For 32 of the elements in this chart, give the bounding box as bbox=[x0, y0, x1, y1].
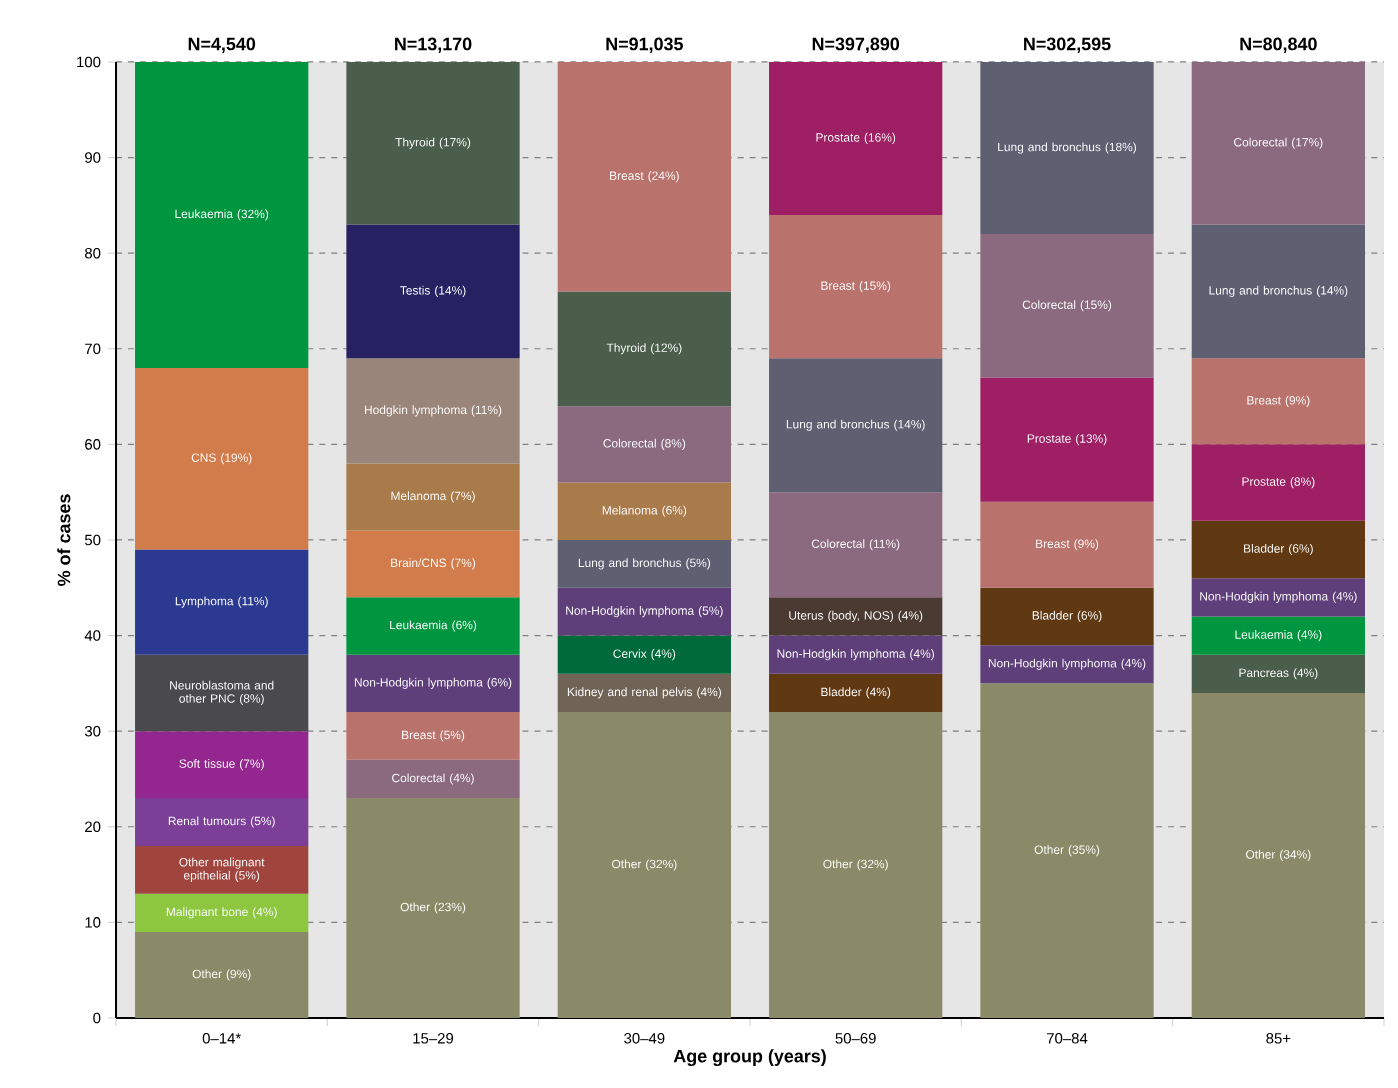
bar bbox=[135, 893, 309, 932]
bar bbox=[346, 654, 520, 713]
bar bbox=[557, 712, 731, 1018]
annotation: N=397,890 bbox=[812, 37, 900, 53]
bar bbox=[769, 597, 943, 636]
bar bbox=[135, 931, 309, 1018]
bar bbox=[135, 549, 309, 655]
annotation: N=80,840 bbox=[1240, 37, 1317, 53]
bar bbox=[135, 798, 309, 846]
bar bbox=[769, 214, 943, 359]
x-axis-title: Age group (years) bbox=[673, 1049, 826, 1067]
bar bbox=[557, 587, 731, 636]
bar bbox=[346, 798, 520, 1018]
bar bbox=[557, 673, 731, 713]
y-axis-title: % of cases bbox=[57, 494, 71, 586]
bar bbox=[135, 845, 309, 894]
annotation: N=91,035 bbox=[606, 37, 683, 53]
bar bbox=[346, 358, 520, 464]
bar bbox=[346, 224, 520, 359]
bar bbox=[1191, 358, 1365, 445]
annotation: N=13,170 bbox=[395, 37, 472, 53]
bar bbox=[1191, 578, 1365, 617]
bar bbox=[135, 731, 309, 799]
bar bbox=[346, 61, 520, 225]
bar bbox=[980, 683, 1154, 1018]
bar bbox=[557, 635, 731, 674]
annotation: N=4,540 bbox=[188, 37, 256, 53]
annotation: N=302,595 bbox=[1024, 37, 1111, 53]
bar bbox=[135, 654, 309, 732]
bar bbox=[769, 712, 943, 1018]
bar bbox=[1191, 692, 1365, 1018]
bar bbox=[557, 482, 731, 540]
